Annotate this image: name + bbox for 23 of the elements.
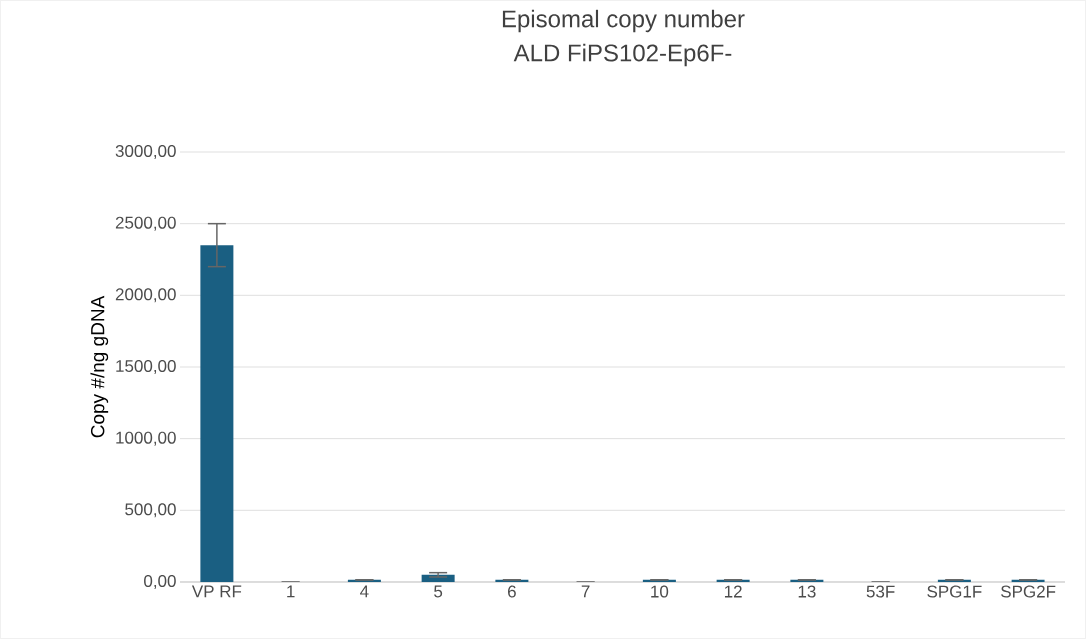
- x-tick-label: 1: [287, 585, 295, 598]
- bar: [200, 245, 234, 582]
- x-tick-label: 5: [434, 585, 443, 598]
- x-tick-label: SPG1F: [927, 585, 982, 598]
- x-tick-label: 6: [508, 585, 516, 598]
- chart-subtitle: ALD FiPS102-Ep6F-: [513, 43, 732, 67]
- y-tick-label: 3000,00: [115, 144, 176, 160]
- y-tick-label: 0,00: [144, 574, 176, 590]
- y-tick-label: 1500,00: [116, 359, 176, 375]
- x-tick-label: 12: [724, 585, 742, 598]
- x-tick-label: VP RF: [191, 585, 242, 598]
- chart-title: Episomal copy number: [502, 9, 745, 33]
- x-tick-label: SPG2F: [1001, 585, 1056, 598]
- x-tick-label: 10: [651, 585, 669, 598]
- x-tick-label: 53F: [866, 585, 895, 598]
- x-tick-label: 7: [581, 585, 590, 598]
- y-tick-label: 2500,00: [115, 216, 176, 231]
- y-tick-label: 1000,00: [116, 431, 176, 446]
- y-tick-label: 2000,00: [115, 288, 176, 303]
- y-axis-title: Copy #/ng gDNA: [90, 295, 109, 438]
- y-tick-label: 500,00: [125, 503, 176, 518]
- x-tick-label: 4: [360, 585, 369, 598]
- x-tick-label: 13: [798, 585, 816, 598]
